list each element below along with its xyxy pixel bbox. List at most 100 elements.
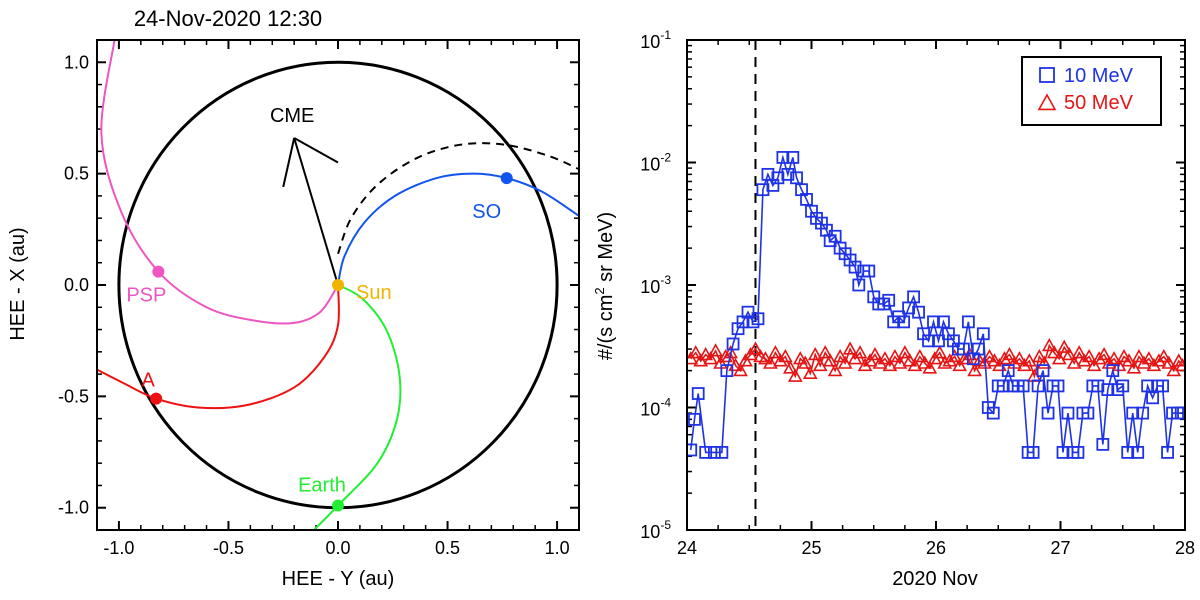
data-point-50-mev	[832, 349, 848, 363]
data-point-10-mev	[751, 312, 765, 326]
data-point-50-mev	[807, 347, 823, 361]
data-point-10-mev	[1026, 446, 1040, 459]
data-point-50-mev	[917, 355, 933, 369]
orbit-map-panel: 24-Nov-2020 12:30 HEE - Y (au) HEE - X (…	[7, 6, 580, 590]
data-point-10-mev	[687, 443, 698, 457]
orbit-map-frame	[96, 39, 580, 531]
data-point-50-mev	[698, 347, 714, 361]
data-point-50-mev	[1046, 345, 1062, 359]
data-point-50-mev	[1116, 349, 1132, 363]
data-point-10-mev	[1081, 406, 1095, 420]
so-position-marker	[500, 172, 513, 185]
orbit-map-ticks: -1.0 -0.5 0.0 0.5 1.0 -1.0 -0.5 0.0 0.5 1.0	[58, 39, 580, 558]
data-point-10-mev	[1096, 437, 1110, 451]
data-point-10-mev	[720, 364, 734, 378]
data-point-50-mev	[1076, 353, 1092, 367]
data-point-10-mev	[961, 315, 975, 329]
data-point-10-mev	[699, 446, 713, 459]
psp-position-marker	[152, 265, 165, 278]
data-point-50-mev	[967, 362, 982, 377]
a-parker-spiral	[97, 284, 340, 410]
orbit-map-clipped-group: PSP A Earth SO CME Sun	[97, 40, 579, 530]
data-point-10-mev	[756, 183, 770, 197]
data-point-10-mev	[1091, 379, 1105, 393]
earth-parker-spiral	[312, 284, 402, 530]
data-point-50-mev	[942, 353, 958, 367]
orbit-map-x-axis-label: HEE - Y (au)	[282, 568, 395, 590]
data-point-10-mev	[971, 342, 985, 356]
data-point-50-mev	[862, 353, 878, 367]
orbit-map-title: 24-Nov-2020 12:30	[134, 6, 322, 31]
x-tick-label: 27	[1050, 538, 1070, 558]
x-tick-label: -1.0	[103, 538, 134, 558]
data-point-50-mev	[1031, 349, 1047, 363]
data-point-10-mev	[907, 290, 920, 304]
data-point-10-mev	[688, 412, 701, 426]
legend-marker-10-mev	[1039, 67, 1055, 83]
cme-arrow-head-left	[282, 137, 296, 188]
earth-position-marker	[332, 499, 344, 512]
data-point-50-mev	[1136, 355, 1152, 369]
data-point-50-mev	[982, 349, 997, 363]
data-point-50-mev	[738, 353, 753, 367]
x-tick-label: 0.0	[325, 538, 350, 558]
series-line-10-mev	[689, 154, 1182, 454]
cme-arrow-shaft	[293, 137, 339, 286]
data-point-50-mev	[1126, 360, 1142, 374]
legend-label-50-mev: 50 MeV	[1064, 92, 1134, 114]
data-point-10-mev	[897, 315, 911, 329]
data-point-50-mev	[1066, 355, 1082, 369]
data-point-10-mev	[848, 260, 862, 274]
data-point-10-mev	[726, 337, 740, 351]
x-tick-label: -0.5	[213, 538, 244, 558]
flux-panel: 2020 Nov #/(s cm2 sr MeV) 24 25 26 27 28 10-5…	[592, 28, 1195, 590]
data-point-10-mev	[1131, 446, 1145, 459]
data-point-10-mev	[1106, 364, 1120, 378]
data-point-10-mev	[882, 293, 896, 307]
data-point-50-mev	[1002, 347, 1017, 361]
data-point-10-mev	[771, 171, 785, 185]
psp-parker-spiral	[100, 40, 339, 325]
data-point-50-mev	[1101, 355, 1117, 369]
data-point-50-mev	[922, 360, 938, 374]
data-point-50-mev	[748, 341, 763, 355]
data-point-50-mev	[1161, 355, 1177, 369]
y-tick-label: -0.5	[58, 386, 89, 406]
data-point-10-mev	[1031, 379, 1045, 393]
data-point-10-mev	[1156, 379, 1169, 393]
data-point-50-mev	[688, 345, 704, 359]
a-label: A	[141, 370, 155, 392]
data-point-50-mev	[882, 357, 898, 372]
y-tick-label: 1.0	[64, 52, 89, 72]
x-tick-label: 28	[1175, 538, 1195, 558]
data-point-50-mev	[952, 357, 968, 372]
data-point-50-mev	[1141, 351, 1157, 365]
data-point-50-mev	[1022, 353, 1037, 367]
data-point-50-mev	[797, 355, 813, 369]
data-point-50-mev	[802, 365, 818, 379]
data-point-10-mev	[1051, 379, 1065, 393]
flux-frame	[686, 39, 1186, 531]
so-parker-spiral	[337, 172, 579, 286]
data-point-50-mev	[1041, 337, 1057, 352]
y-tick-label: 0.5	[64, 164, 89, 184]
data-point-10-mev	[1071, 446, 1085, 459]
data-point-10-mev	[1016, 379, 1030, 393]
data-point-50-mev	[733, 362, 748, 377]
data-point-10-mev	[1001, 364, 1015, 378]
data-point-50-mev	[932, 345, 948, 359]
data-point-50-mev	[842, 341, 858, 355]
psp-label: PSP	[126, 285, 166, 307]
data-point-50-mev	[1071, 345, 1087, 359]
data-point-50-mev	[787, 368, 803, 382]
data-point-50-mev	[768, 345, 783, 359]
data-point-50-mev	[1086, 357, 1102, 372]
data-point-10-mev	[715, 446, 729, 459]
data-point-10-mev	[1101, 383, 1115, 396]
data-point-10-mev	[786, 151, 800, 164]
data-point-10-mev	[912, 305, 925, 319]
flux-legend: 10 MeV 50 MeV	[1021, 56, 1162, 126]
orbit-map-y-axis-label: HEE - X (au)	[7, 227, 29, 340]
data-point-10-mev	[986, 406, 1000, 420]
